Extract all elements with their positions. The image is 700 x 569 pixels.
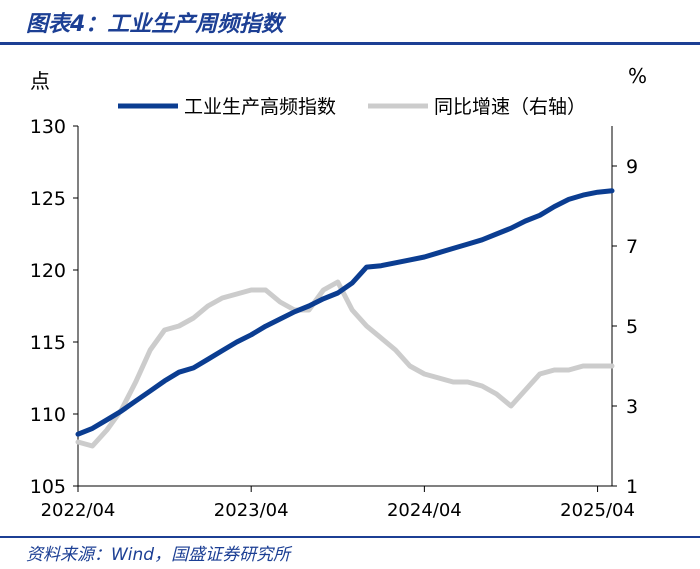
left-y-tick-label: 115 (30, 332, 66, 354)
figure-title: 图表4：工业生产周频指数 (26, 12, 284, 37)
right-y-tick-label: 3 (626, 396, 638, 418)
x-tick-label: 2022/04 (41, 500, 116, 521)
index-series-line (75, 188, 615, 437)
x-tick-label: 2023/04 (214, 500, 289, 521)
left-axis-unit: 点 (30, 69, 50, 93)
right-y-tick-label: 9 (626, 156, 638, 178)
right-axis-unit: % (628, 64, 647, 88)
right-y-tick-label: 7 (626, 236, 638, 258)
right-y-tick-label: 5 (626, 316, 638, 338)
x-tick-label: 2025/04 (560, 500, 635, 521)
line-chart: 105 110 115 120 125 130 1 3 5 7 9 2022/04 2023/04 202… (30, 64, 647, 521)
right-y-tick-label: 1 (626, 476, 638, 498)
left-y-tick-label: 105 (30, 476, 66, 498)
left-y-tick-label: 130 (30, 116, 66, 138)
left-y-tick-label: 125 (30, 188, 66, 210)
source-rule (0, 536, 700, 538)
figure-source: 资料来源：Wind，国盛证券研究所 (26, 545, 291, 565)
legend-label-yoy: 同比增速（右轴） (434, 96, 586, 118)
yoy-series-line (75, 279, 615, 449)
title-rule (0, 42, 700, 45)
left-y-tick-label: 120 (30, 260, 66, 282)
x-tick-label: 2024/04 (387, 500, 462, 521)
left-y-tick-label: 110 (30, 404, 66, 426)
legend-label-index: 工业生产高频指数 (184, 96, 336, 118)
